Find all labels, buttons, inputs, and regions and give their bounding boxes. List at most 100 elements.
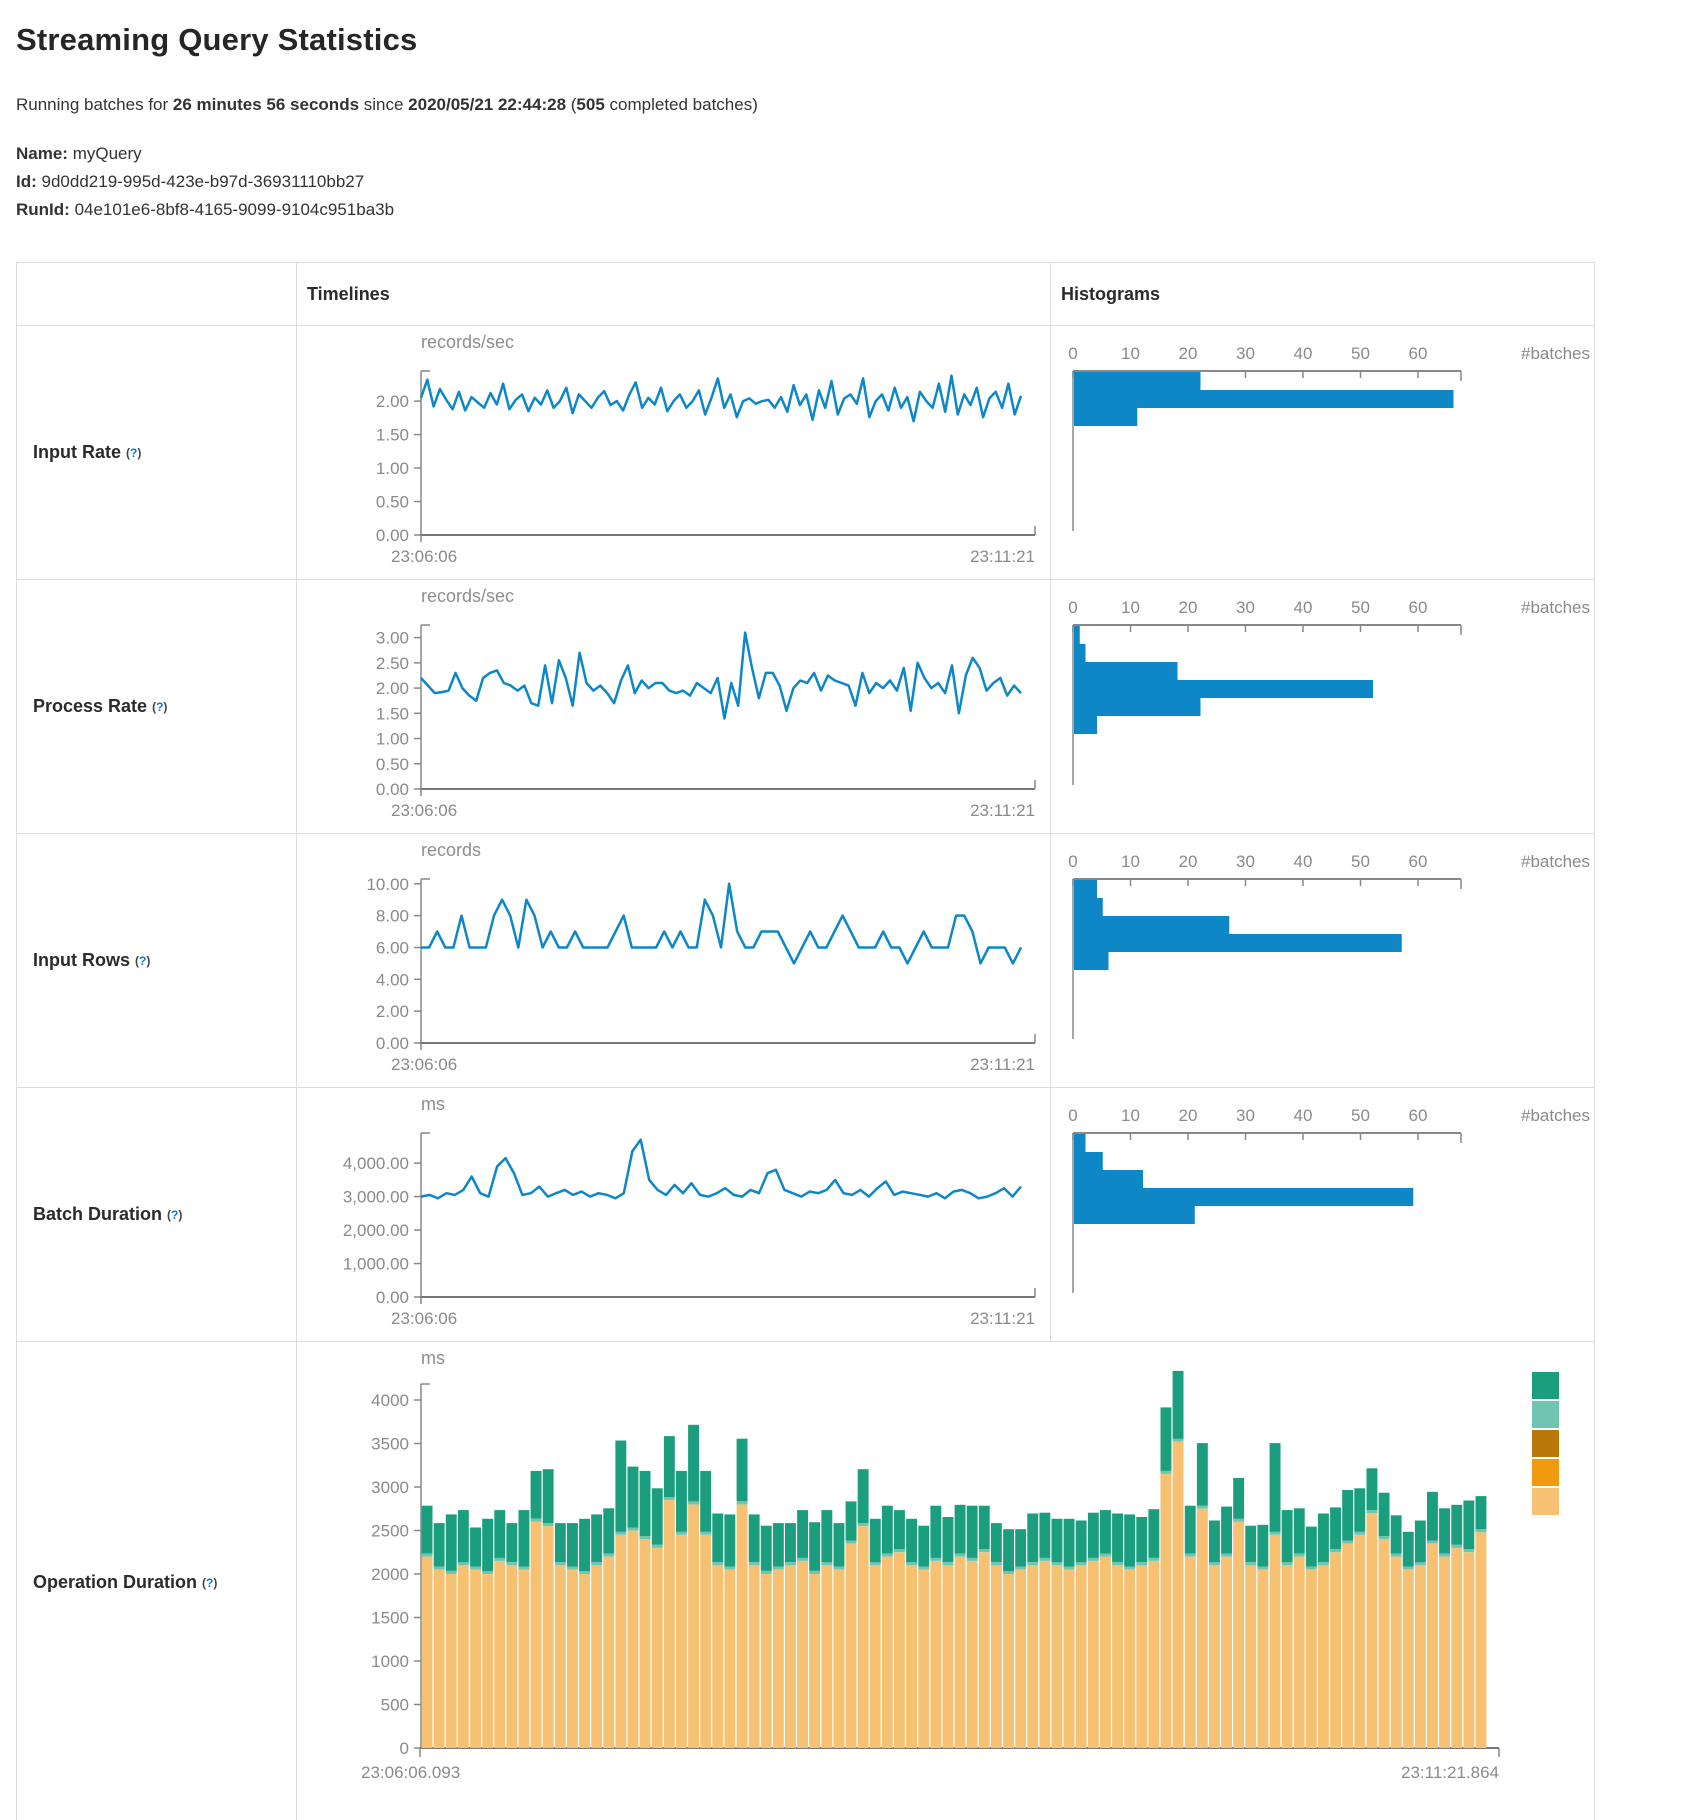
hist-tick-label: 40 — [1294, 344, 1313, 363]
stack-bar-bottom-segment — [530, 1521, 542, 1748]
y-tick-label: 2.00 — [376, 679, 409, 698]
query-metadata: Name: myQuery Id: 9d0dd219-995d-423e-b97… — [16, 140, 394, 224]
y-tick-label: 0.00 — [376, 1034, 409, 1053]
stack-bar-bottom-segment — [809, 1574, 821, 1748]
help-tooltip-icon[interactable]: (?) — [152, 700, 167, 714]
x-end-label: 23:11:21 — [970, 1055, 1035, 1074]
stack-bar-middle-segment — [1087, 1557, 1099, 1561]
stack-bar-top-segment — [1087, 1512, 1099, 1558]
stack-bar-bottom-segment — [433, 1569, 445, 1748]
statistics-table: Timelines Histograms Input Rate (?) reco… — [16, 262, 1595, 1820]
query-runid-label: RunId: — [16, 200, 70, 219]
stack-bar-bottom-segment — [639, 1539, 651, 1748]
stack-bar-top-segment — [978, 1505, 990, 1550]
operation-duration-row: Operation Duration (?) ms 0 500 1000 1500 200… — [17, 1342, 1594, 1820]
stack-bar-middle-segment — [1427, 1540, 1438, 1544]
help-paren-close: ) — [178, 1207, 183, 1222]
stack-bar-bottom-segment — [736, 1504, 748, 1748]
hist-bar — [1074, 680, 1373, 698]
header-empty-cell — [17, 263, 297, 325]
y-tick-label: 3,000.00 — [343, 1188, 409, 1207]
y-tick-label: 4.00 — [376, 970, 409, 989]
stack-bar-top-segment — [591, 1514, 603, 1563]
query-name-line: Name: myQuery — [16, 140, 394, 168]
hist-bar — [1074, 698, 1201, 716]
stack-bar-top-segment — [1330, 1507, 1341, 1550]
y-tick-label: 2500 — [371, 1522, 409, 1541]
stack-bar-top-segment — [1402, 1531, 1414, 1567]
batches-axis-label: #batches — [1521, 1106, 1590, 1125]
y-tick-label: 2.00 — [376, 1002, 409, 1021]
hist-tick-label: 40 — [1294, 852, 1313, 871]
stack-bar-top-segment — [494, 1510, 506, 1558]
stack-bar-bottom-segment — [1100, 1556, 1111, 1748]
summary-prefix: Running batches for — [16, 95, 173, 114]
x-end-label: 23:11:21 — [970, 801, 1035, 820]
stack-bar-bottom-segment — [1087, 1561, 1099, 1748]
hist-tick-label: 60 — [1409, 344, 1428, 363]
stack-bar-bottom-segment — [1305, 1569, 1317, 1748]
x-end-label: 23:11:21.864 — [1401, 1763, 1499, 1782]
hist-bar — [1074, 644, 1086, 662]
hist-tick-label: 40 — [1294, 1106, 1313, 1125]
hist-tick-label: 60 — [1409, 852, 1428, 871]
y-tick-label: 1500 — [371, 1609, 409, 1628]
unit-label: ms — [421, 1094, 445, 1114]
stack-bar-middle-segment — [1075, 1562, 1087, 1566]
help-tooltip-icon[interactable]: (?) — [126, 446, 141, 460]
query-id-label: Id: — [16, 172, 37, 191]
stack-bar-bottom-segment — [1233, 1521, 1245, 1748]
legend-swatch — [1532, 1372, 1559, 1399]
stack-bar-middle-segment — [482, 1571, 494, 1574]
unit-label: records/sec — [421, 332, 514, 352]
stack-bar-bottom-segment — [457, 1565, 469, 1748]
stack-bar-bottom-segment — [542, 1526, 554, 1748]
timeline-line-svg: records/sec 0.00 0.50 1.00 1.50 2.00 23:06:06 2… — [376, 332, 1036, 566]
help-question-mark: ? — [130, 445, 138, 460]
stack-bar-middle-segment — [639, 1536, 651, 1540]
stack-bar-bottom-segment — [1039, 1561, 1051, 1748]
histogram-svg: 0 10 20 30 40 50 60 #batches — [1068, 598, 1590, 785]
query-id-value: 9d0dd219-995d-423e-b97d-36931110bb27 — [41, 172, 365, 191]
help-tooltip-icon[interactable]: (?) — [167, 1208, 182, 1222]
running-summary: Running batches for 26 minutes 56 second… — [16, 95, 758, 115]
stack-bar-top-segment — [1051, 1518, 1063, 1563]
input-rows-timeline-chart: records 0.00 2.00 4.00 6.00 8.00 10.00 23:06:06… — [297, 834, 1045, 1085]
hist-bar — [1074, 1170, 1143, 1188]
stack-bar-middle-segment — [651, 1544, 663, 1548]
stack-bar-middle-segment — [1305, 1566, 1317, 1570]
stack-bar-top-segment — [785, 1523, 796, 1563]
help-tooltip-icon[interactable]: (?) — [135, 954, 150, 968]
stack-bar-bottom-segment — [1354, 1534, 1366, 1748]
stack-bar-bottom-segment — [1245, 1565, 1257, 1748]
stack-bar-bottom-segment — [482, 1574, 494, 1748]
y-tick-label: 2.50 — [376, 654, 409, 673]
y-tick-label: 0.00 — [376, 780, 409, 799]
x-start-label: 23:06:06 — [391, 547, 457, 566]
stack-bar-bottom-segment — [1184, 1556, 1196, 1748]
stack-bar-top-segment — [603, 1508, 615, 1554]
stack-bar-bottom-segment — [845, 1543, 857, 1748]
stack-bar-top-segment — [954, 1504, 966, 1554]
stack-bar-middle-segment — [1209, 1562, 1220, 1566]
summary-timestamp: 2020/05/21 22:44:28 — [408, 95, 567, 114]
stack-bar-top-segment — [1269, 1443, 1281, 1532]
stack-bar-top-segment — [1451, 1504, 1463, 1545]
batch-duration-timeline-chart: ms 0.00 1,000.00 2,000.00 3,000.00 4,000.00 23… — [297, 1088, 1045, 1339]
stack-bar-middle-segment — [542, 1523, 554, 1527]
stack-bar-middle-segment — [530, 1518, 542, 1522]
help-tooltip-icon[interactable]: (?) — [202, 1576, 217, 1590]
stack-bar-top-segment — [1184, 1505, 1196, 1554]
stack-bar-middle-segment — [918, 1566, 930, 1570]
hist-tick-label: 0 — [1068, 598, 1077, 617]
stack-bar-middle-segment — [1330, 1549, 1341, 1553]
stack-bar-middle-segment — [421, 1553, 433, 1557]
stack-bar-top-segment — [1305, 1526, 1317, 1567]
stack-bar-top-segment — [506, 1523, 518, 1563]
hist-tick-label: 10 — [1121, 852, 1140, 871]
stack-bar-bottom-segment — [1475, 1532, 1487, 1748]
help-paren-open: ( — [135, 953, 139, 968]
hist-tick-label: 50 — [1351, 852, 1370, 871]
stack-bar-top-segment — [1414, 1520, 1426, 1563]
stack-bar-middle-segment — [1100, 1553, 1111, 1557]
